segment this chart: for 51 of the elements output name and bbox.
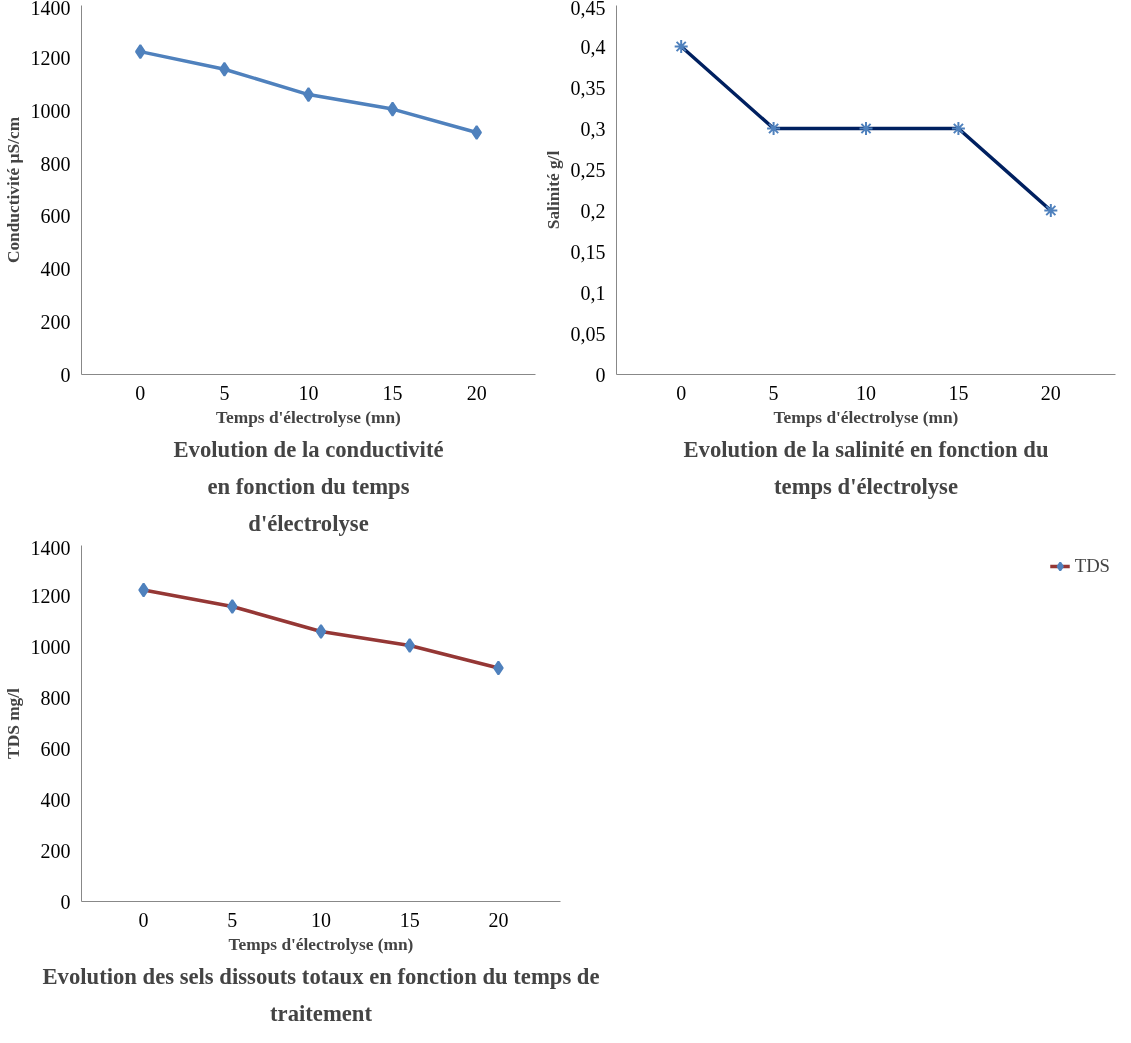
y-tick-label: 1000 <box>30 636 71 659</box>
y-tick-label: 0,05 <box>570 322 606 345</box>
x-axis-title: Temps d'électrolyse (mn) <box>773 407 959 427</box>
y-tick-label: 400 <box>40 788 71 811</box>
legend-label: TDS <box>1074 555 1110 577</box>
x-tick-label: 10 <box>298 381 319 404</box>
y-tick-label: 0 <box>60 890 71 913</box>
x-axis-title: Temps d'électrolyse (mn) <box>228 934 414 954</box>
y-tick-label: 800 <box>40 687 71 710</box>
y-tick-label: 1400 <box>30 0 71 19</box>
y-axis-title: Conductivité µS/cm <box>3 116 23 264</box>
x-tick-label: 15 <box>948 381 969 404</box>
y-tick-label: 0,2 <box>580 199 606 222</box>
y-axis-title: TDS mg/l <box>3 687 23 759</box>
x-tick-label: 15 <box>382 381 403 404</box>
x-tick-label: 5 <box>227 908 238 931</box>
y-tick-label: 1200 <box>30 585 71 608</box>
y-tick-label: 200 <box>40 839 71 862</box>
x-tick-label: 0 <box>135 381 146 404</box>
x-tick-label: 10 <box>856 381 876 404</box>
y-tick-label: 0,3 <box>580 117 606 140</box>
x-tick-label: 15 <box>399 908 420 931</box>
x-axis-title: Temps d'électrolyse (mn) <box>216 407 402 427</box>
x-tick-label: 5 <box>219 381 230 404</box>
y-tick-label: 0,45 <box>570 0 606 19</box>
y-tick-label: 0 <box>595 363 606 386</box>
y-tick-label: 400 <box>40 258 71 281</box>
text: Evolution de la conductivité en fonction du temps d'électrolyse <box>173 436 444 536</box>
y-tick-label: 600 <box>40 205 71 228</box>
x-tick-label: 20 <box>488 908 509 931</box>
y-tick-label: 1400 <box>30 536 71 559</box>
y-tick-label: 0 <box>60 363 71 386</box>
x-tick-label: 0 <box>676 381 687 404</box>
y-tick-label: 0,15 <box>570 240 606 263</box>
y-tick-label: 0,35 <box>570 76 606 99</box>
text: Evolution des sels dissouts totaux en fonction du temps de traitement <box>42 963 600 1026</box>
y-tick-label: 0,4 <box>580 35 606 58</box>
y-tick-label: 1000 <box>30 99 71 122</box>
y-tick-label: 0,25 <box>570 158 606 181</box>
x-tick-label: 10 <box>311 908 331 931</box>
y-tick-label: 800 <box>40 152 71 175</box>
y-tick-label: 600 <box>40 737 71 760</box>
y-tick-label: 1200 <box>30 47 71 70</box>
x-tick-label: 0 <box>138 908 149 931</box>
y-axis-title: Salinité g/l <box>543 150 563 230</box>
text: Evolution de la salinité en fonction du temps d'électrolyse <box>683 436 1049 499</box>
y-tick-label: 200 <box>40 310 71 333</box>
x-tick-label: 5 <box>768 381 779 404</box>
y-tick-label: 0,1 <box>580 281 606 304</box>
x-tick-label: 20 <box>1040 381 1061 404</box>
x-tick-label: 20 <box>466 381 487 404</box>
